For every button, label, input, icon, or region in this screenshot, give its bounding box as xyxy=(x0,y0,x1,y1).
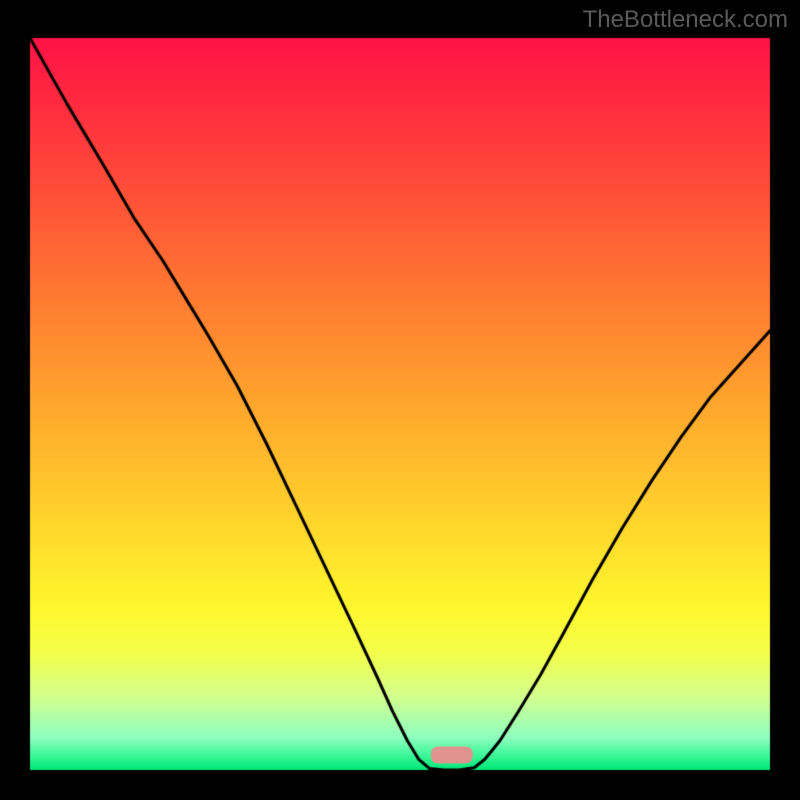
bottleneck-chart-canvas xyxy=(0,0,800,800)
watermark-text: TheBottleneck.com xyxy=(583,6,788,34)
chart-container: TheBottleneck.com xyxy=(0,0,800,800)
